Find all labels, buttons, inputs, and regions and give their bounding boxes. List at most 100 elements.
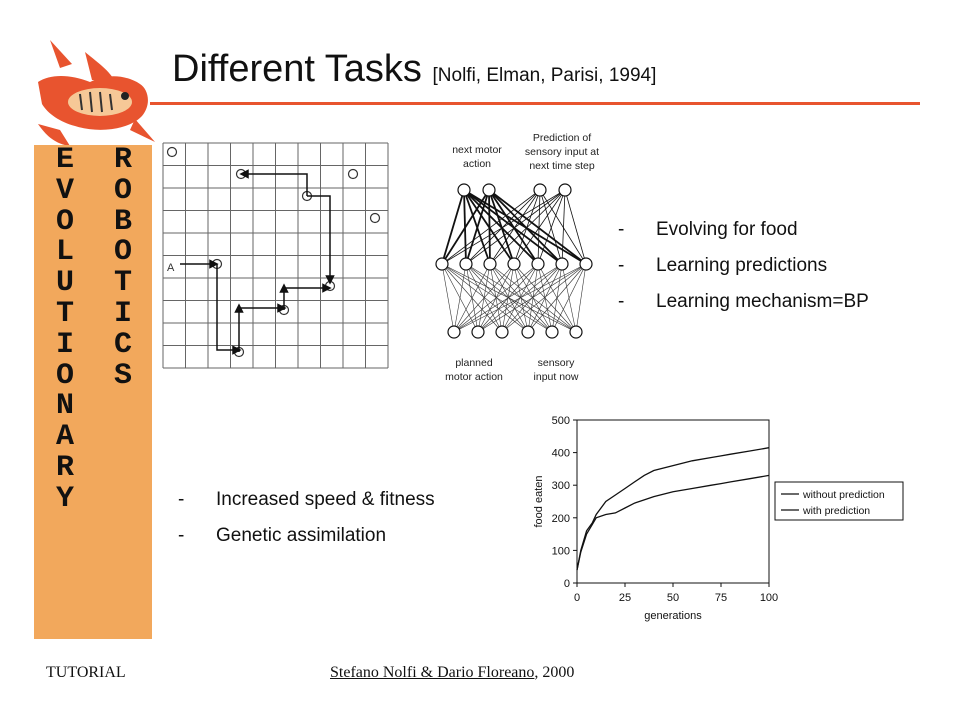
letter: O	[113, 173, 132, 208]
neuron	[555, 257, 569, 271]
connection	[513, 189, 541, 265]
connection	[489, 263, 503, 333]
neuron	[545, 325, 559, 339]
planned-motor-action-label: planned motor action	[445, 357, 503, 383]
bullet-item: - Increased speed & fitness	[178, 489, 435, 510]
letter: O	[113, 235, 132, 270]
title-divider	[150, 102, 920, 105]
letter: O	[55, 358, 74, 393]
connection	[463, 189, 515, 265]
y-tick-label: 400	[552, 448, 570, 460]
connection	[489, 263, 577, 333]
connection	[441, 263, 577, 333]
connection	[463, 189, 539, 265]
connection	[465, 189, 566, 265]
connection	[501, 263, 587, 333]
bullets-right: - Evolving for food - Learning predictions…	[618, 212, 869, 320]
connection	[489, 189, 566, 265]
letter: R	[113, 143, 132, 177]
bullet-item: - Genetic assimilation	[178, 525, 387, 546]
legend-entry: with prediction	[802, 505, 870, 517]
arrow-head	[322, 283, 332, 293]
letter: I	[113, 296, 132, 331]
letter: U	[55, 266, 74, 301]
arrow-head	[234, 303, 244, 313]
connection	[463, 189, 563, 265]
evolutionary-letters: E V O L U T I O N A R Y	[40, 145, 90, 515]
connection	[564, 189, 587, 265]
connection	[441, 263, 455, 333]
letter: V	[55, 173, 74, 208]
connection	[465, 263, 577, 333]
arrow-head	[279, 283, 289, 293]
connection	[489, 189, 541, 265]
sensory-input-now-label: sensory input now	[534, 357, 579, 383]
y-tick-label: 500	[552, 415, 570, 427]
neuron	[482, 183, 496, 197]
neuron	[579, 257, 593, 271]
arrow-head	[277, 303, 287, 313]
x-tick-label: 0	[574, 592, 580, 604]
connection	[463, 189, 491, 265]
grid-environment: A	[162, 142, 389, 369]
legend-entry: without prediction	[802, 489, 885, 501]
neuron	[558, 183, 572, 197]
neuron	[521, 325, 535, 339]
connection	[539, 189, 563, 265]
connection	[465, 189, 541, 265]
arrow-head	[232, 345, 242, 355]
x-axis-label: generations	[644, 610, 702, 622]
connection	[501, 263, 539, 333]
neuron	[483, 257, 497, 271]
title-main: Different Tasks	[172, 48, 433, 90]
connection	[441, 189, 541, 265]
y-tick-label: 300	[552, 480, 570, 492]
series-line	[576, 474, 770, 571]
letter: C	[113, 327, 132, 362]
x-tick-label: 75	[715, 592, 727, 604]
arrow-head	[209, 259, 219, 269]
footer-tutorial: TUTORIAL	[46, 664, 126, 681]
connection	[463, 189, 467, 265]
neuron	[457, 183, 471, 197]
connection	[441, 263, 479, 333]
title-citation: [Nolfi, Elman, Parisi, 1994]	[432, 65, 657, 86]
connection	[441, 189, 465, 265]
arrow-head	[325, 275, 335, 285]
bullet-item: - Learning mechanism=BP	[618, 291, 869, 312]
connection	[441, 263, 553, 333]
neuron	[569, 325, 583, 339]
letter: B	[113, 204, 132, 239]
y-tick-label: 0	[564, 578, 570, 590]
x-tick-label: 50	[667, 592, 679, 604]
arrow-head	[239, 169, 249, 179]
neuron	[495, 325, 509, 339]
letter: I	[55, 327, 74, 362]
neuron	[531, 257, 545, 271]
legend-box	[774, 481, 904, 521]
authors-link[interactable]: Stefano Nolfi & Dario Floreano	[330, 664, 535, 681]
neural-network-diagram: next motor action Prediction of sensory in…	[435, 132, 599, 383]
food-eaten-chart: 0 100 200 300 400 500 0 25 50 75 100 generations foo…	[533, 415, 904, 622]
letter: A	[55, 420, 74, 455]
letter: O	[55, 204, 74, 239]
connection	[441, 263, 503, 333]
letter: T	[55, 296, 74, 331]
footer-credit: Stefano Nolfi & Dario Floreano, 2000	[330, 664, 575, 681]
neuron	[507, 257, 521, 271]
series-line	[576, 447, 770, 571]
connection	[537, 263, 577, 333]
connection	[561, 189, 566, 265]
connection	[501, 263, 515, 333]
connection	[561, 263, 577, 333]
food-item	[369, 212, 381, 224]
bullet-item: - Evolving for food	[618, 219, 798, 240]
neuron	[435, 257, 449, 271]
x-tick-label: 25	[619, 592, 631, 604]
connection	[539, 189, 587, 265]
bullets-left: - Increased speed & fitness - Genetic assi…	[178, 482, 435, 554]
slide-title: Different Tasks [Nolfi, Elman, Parisi, 1…	[172, 48, 656, 91]
letter: N	[55, 389, 74, 424]
letter: L	[55, 235, 74, 270]
x-tick-label: 100	[760, 592, 778, 604]
